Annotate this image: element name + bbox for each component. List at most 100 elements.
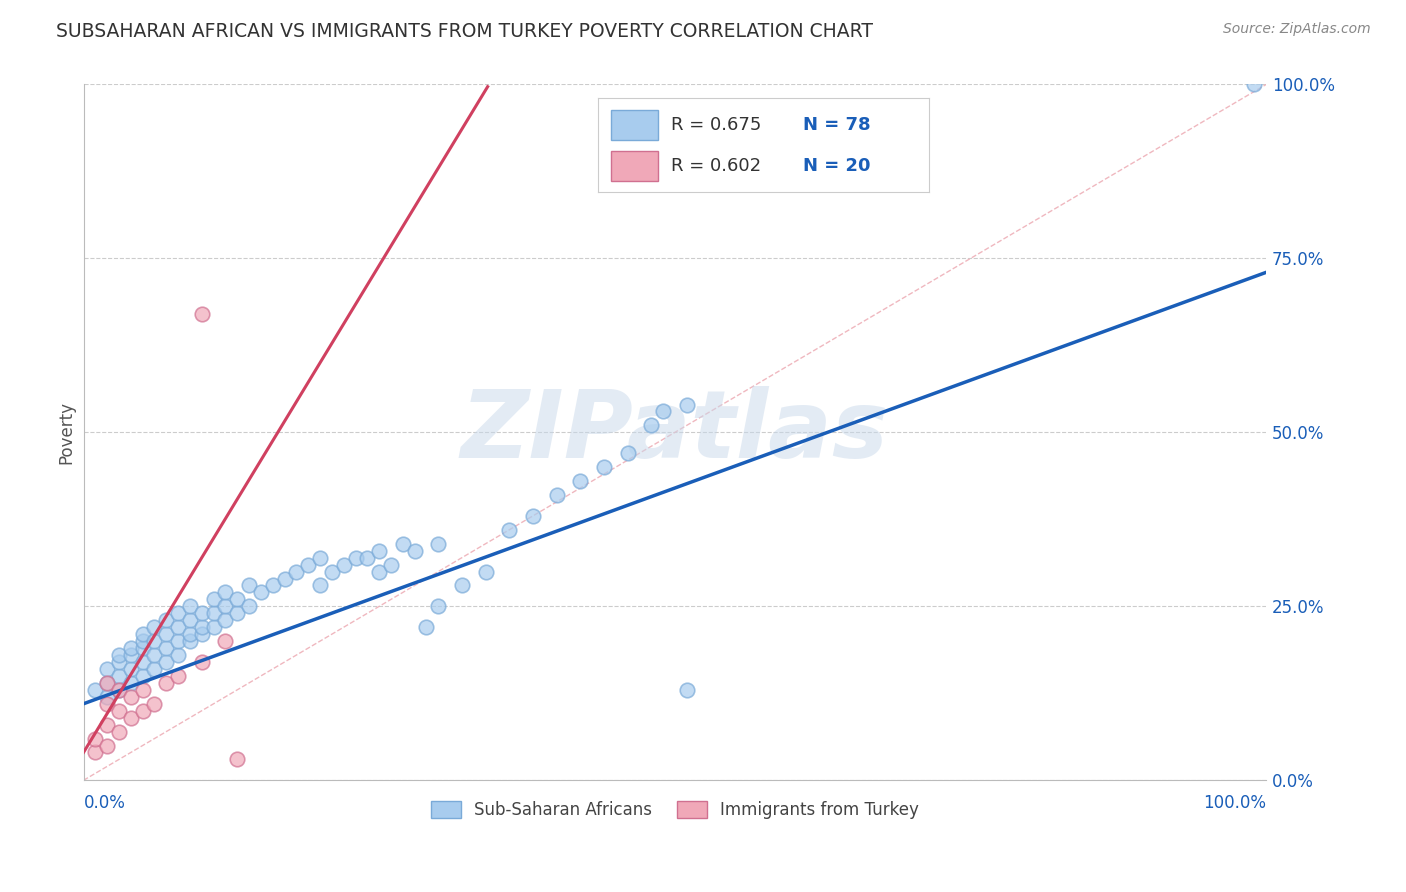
Point [297, 558, 319, 572]
Point [167, 648, 190, 662]
Point [522, 508, 544, 523]
Point [131, 669, 153, 683]
Point [108, 682, 131, 697]
Point [427, 599, 450, 614]
Point [131, 634, 153, 648]
Point [96, 662, 118, 676]
Point [191, 655, 214, 669]
Point [652, 404, 675, 418]
Point [84, 682, 107, 697]
Point [155, 655, 177, 669]
Point [640, 418, 662, 433]
Point [84, 731, 107, 746]
Point [451, 578, 474, 592]
Point [214, 599, 236, 614]
Text: 100.0%: 100.0% [1204, 794, 1267, 813]
Point [96, 739, 118, 753]
Point [616, 446, 638, 460]
Point [498, 523, 520, 537]
Point [226, 607, 249, 621]
Point [675, 682, 697, 697]
Text: Source: ZipAtlas.com: Source: ZipAtlas.com [1223, 22, 1371, 37]
Point [131, 655, 153, 669]
Point [238, 578, 260, 592]
Point [155, 641, 177, 656]
Text: ZIPatlas: ZIPatlas [461, 386, 889, 478]
Text: 0.0%: 0.0% [83, 794, 125, 813]
Point [546, 488, 568, 502]
Point [179, 634, 201, 648]
Point [250, 585, 273, 599]
Point [202, 607, 225, 621]
Point [120, 690, 142, 704]
Point [368, 565, 391, 579]
Point [120, 711, 142, 725]
Point [84, 746, 107, 760]
Point [108, 724, 131, 739]
Point [96, 697, 118, 711]
Point [380, 558, 402, 572]
Point [179, 627, 201, 641]
Text: SUBSAHARAN AFRICAN VS IMMIGRANTS FROM TURKEY POVERTY CORRELATION CHART: SUBSAHARAN AFRICAN VS IMMIGRANTS FROM TU… [56, 22, 873, 41]
Point [1243, 78, 1265, 92]
Point [404, 543, 426, 558]
Point [238, 599, 260, 614]
Point [96, 717, 118, 731]
Point [143, 648, 166, 662]
Point [593, 460, 616, 475]
Point [191, 307, 214, 321]
Point [474, 565, 496, 579]
Point [262, 578, 284, 592]
Point [191, 607, 214, 621]
Point [226, 752, 249, 766]
Point [214, 585, 236, 599]
Point [131, 641, 153, 656]
Point [167, 634, 190, 648]
Point [368, 543, 391, 558]
Point [108, 655, 131, 669]
Point [167, 669, 190, 683]
Point [309, 550, 332, 565]
Point [356, 550, 378, 565]
Point [285, 565, 308, 579]
Point [155, 627, 177, 641]
Point [143, 697, 166, 711]
Y-axis label: Poverty: Poverty [58, 401, 75, 464]
Point [179, 599, 201, 614]
Point [120, 641, 142, 656]
Point [392, 537, 415, 551]
Point [155, 613, 177, 627]
Point [143, 634, 166, 648]
Point [143, 620, 166, 634]
Point [167, 620, 190, 634]
Point [108, 704, 131, 718]
Point [675, 398, 697, 412]
Point [143, 662, 166, 676]
Point [96, 676, 118, 690]
Point [120, 676, 142, 690]
Point [226, 592, 249, 607]
Point [155, 676, 177, 690]
Point [321, 565, 343, 579]
Point [108, 682, 131, 697]
Point [427, 537, 450, 551]
Point [214, 613, 236, 627]
Point [214, 634, 236, 648]
Point [569, 474, 592, 488]
Point [415, 620, 437, 634]
Point [131, 704, 153, 718]
Point [108, 648, 131, 662]
Point [202, 620, 225, 634]
Point [131, 682, 153, 697]
Legend: Sub-Saharan Africans, Immigrants from Turkey: Sub-Saharan Africans, Immigrants from Tu… [426, 796, 924, 824]
Point [202, 592, 225, 607]
Point [167, 607, 190, 621]
Point [309, 578, 332, 592]
Point [131, 627, 153, 641]
Point [120, 662, 142, 676]
Point [96, 676, 118, 690]
Point [191, 627, 214, 641]
Point [344, 550, 367, 565]
Point [179, 613, 201, 627]
Point [191, 620, 214, 634]
